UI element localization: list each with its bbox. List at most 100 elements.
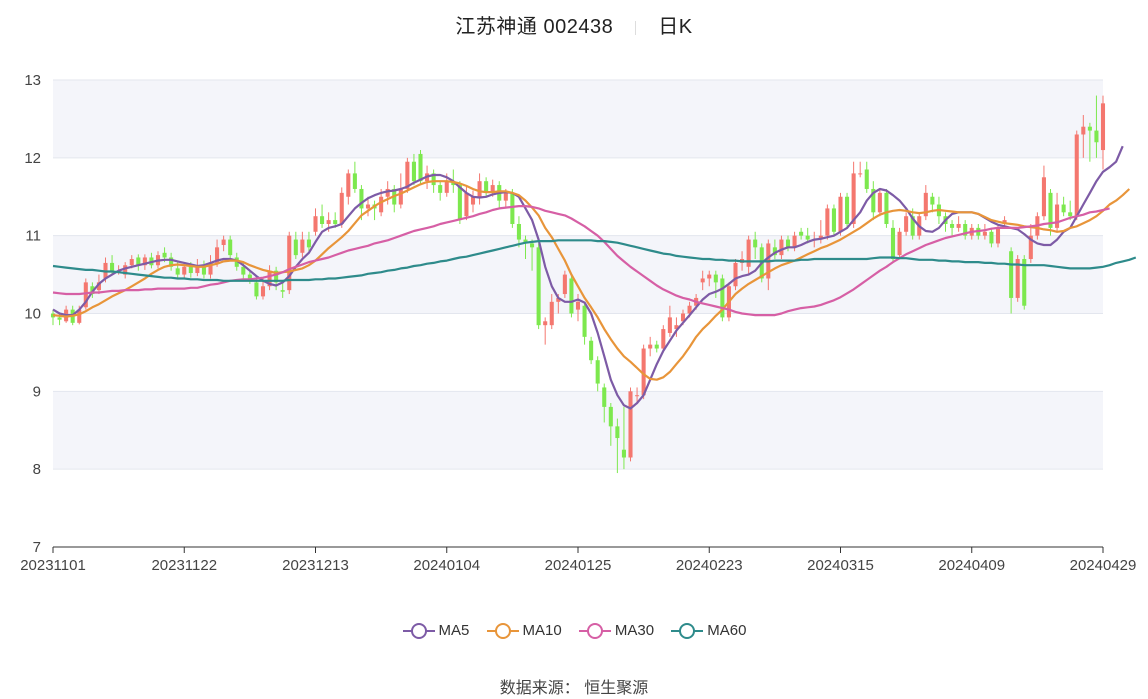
candle-body xyxy=(845,196,850,224)
candle-body xyxy=(661,329,666,349)
candle-body xyxy=(1074,134,1079,217)
legend-label-ma5: MA5 xyxy=(438,622,470,639)
candle-body xyxy=(484,181,489,193)
candle-body xyxy=(746,239,751,267)
candle-body xyxy=(306,239,311,248)
candle-body xyxy=(359,188,364,209)
legend-label-ma60: MA60 xyxy=(707,622,747,639)
candle-body xyxy=(195,265,200,274)
candle-body xyxy=(516,223,521,240)
candle-body xyxy=(201,265,206,275)
legend-item-ma60[interactable]: MA60 xyxy=(670,622,747,640)
candle-body xyxy=(864,169,869,189)
candle-body xyxy=(543,321,548,326)
candle-body xyxy=(871,188,876,213)
candle-body xyxy=(346,173,351,197)
candle-body xyxy=(470,196,476,205)
candle-body xyxy=(129,259,134,266)
candle-body xyxy=(687,305,692,314)
candle-body xyxy=(733,262,738,287)
candle-body xyxy=(523,239,528,244)
candle-body xyxy=(1002,220,1007,224)
candle-body xyxy=(1061,204,1066,213)
candle-body xyxy=(530,243,535,248)
y-tick-label: 8 xyxy=(33,461,41,478)
candle-body xyxy=(877,192,882,213)
x-tick-label: 20240315 xyxy=(807,557,874,574)
candle-body xyxy=(313,216,318,232)
candle-body xyxy=(280,290,285,292)
candle-body xyxy=(333,220,338,224)
candle-body xyxy=(365,204,371,209)
candle-body xyxy=(438,185,443,193)
legend-item-ma10[interactable]: MA10 xyxy=(486,622,562,640)
candle-body xyxy=(707,274,712,279)
candle-body xyxy=(274,270,279,283)
candle-body xyxy=(411,161,416,182)
candle-body xyxy=(464,192,469,217)
candle-body xyxy=(582,305,587,337)
candle-body xyxy=(825,208,830,236)
candle-body xyxy=(753,239,758,248)
candle-body xyxy=(556,297,561,302)
ma-line-ma10 xyxy=(52,180,1131,381)
legend-item-ma30[interactable]: MA30 xyxy=(578,622,654,640)
candle-body xyxy=(510,192,515,224)
candle-body xyxy=(142,257,147,266)
candle-body xyxy=(339,192,344,224)
candle-body xyxy=(608,406,613,427)
y-tick-label: 13 xyxy=(24,72,41,89)
candle-body xyxy=(838,196,843,232)
candle-body xyxy=(215,247,220,263)
legend-label-ma10: MA10 xyxy=(522,622,562,639)
y-tick-label: 10 xyxy=(24,306,41,323)
candle-body xyxy=(851,173,856,224)
x-tick-label: 20240104 xyxy=(413,557,480,574)
candle-body xyxy=(982,231,987,236)
candle-body xyxy=(300,239,305,253)
candle-body xyxy=(904,216,909,232)
candle-body xyxy=(1100,103,1106,151)
candle-body xyxy=(989,231,994,244)
candle-body xyxy=(615,426,620,439)
candle-body xyxy=(77,309,82,323)
candle-body xyxy=(444,181,449,193)
candle-body xyxy=(569,278,574,314)
candle-body xyxy=(595,360,600,384)
candle-body xyxy=(923,192,928,217)
candle-body xyxy=(385,188,390,197)
candle-body xyxy=(950,223,955,228)
candle-body xyxy=(910,216,915,236)
x-tick-label: 20231213 xyxy=(282,557,349,574)
legend-marker-ma10 xyxy=(486,623,519,640)
x-tick-label: 20240125 xyxy=(545,557,612,574)
candle-body xyxy=(234,257,239,267)
candle-body xyxy=(1081,126,1086,135)
candle-body xyxy=(1068,212,1073,217)
candle-body xyxy=(136,257,141,266)
legend-marker-ma5 xyxy=(402,623,435,640)
candle-body xyxy=(1087,126,1092,131)
legend-marker-ma60 xyxy=(671,623,704,640)
candle-body xyxy=(1094,130,1099,143)
candle-body xyxy=(772,247,777,256)
candle-body xyxy=(963,223,968,236)
candle-body xyxy=(792,235,797,248)
candle-body xyxy=(188,266,193,274)
chart-title: 江苏神通 002438 日K xyxy=(0,10,1148,39)
candle-body xyxy=(700,278,705,283)
candle-body xyxy=(320,216,325,224)
candle-body xyxy=(418,153,423,182)
candle-body xyxy=(628,391,633,458)
candle-body xyxy=(123,265,128,275)
candle-body xyxy=(562,274,567,295)
candle-body xyxy=(858,173,863,175)
chart-title-period: 日K xyxy=(658,16,693,38)
candle-body xyxy=(1009,251,1014,298)
legend-item-ma5[interactable]: MA5 xyxy=(402,622,470,640)
y-tick-label: 9 xyxy=(33,383,41,400)
candle-body xyxy=(503,192,508,201)
candle-body xyxy=(589,340,594,361)
candle-body xyxy=(897,231,902,256)
data-source-value: 恒生聚源 xyxy=(584,680,649,697)
